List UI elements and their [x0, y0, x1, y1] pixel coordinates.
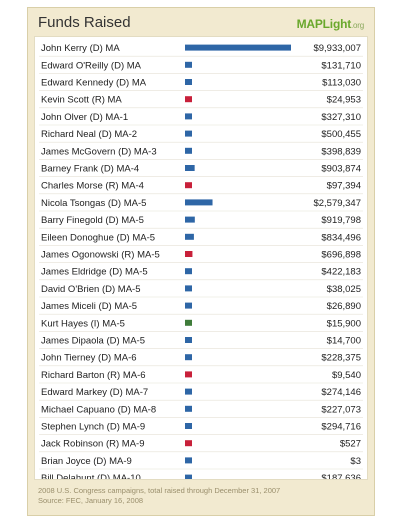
candidate-label: Stephen Lynch (D) MA-9	[41, 422, 145, 433]
funds-bar	[185, 147, 192, 154]
funds-bar	[185, 113, 192, 120]
amount-label: $696,898	[321, 250, 361, 261]
amount-label: $919,798	[321, 215, 361, 226]
amount-label: $97,394	[327, 181, 361, 192]
funds-bar	[185, 182, 192, 189]
candidate-label: John Tierney (D) MA-6	[41, 353, 137, 364]
amount-label: $24,953	[327, 95, 361, 106]
candidate-label: Brian Joyce (D) MA-9	[41, 456, 132, 467]
amount-label: $422,183	[321, 267, 361, 278]
funds-bar	[185, 285, 192, 292]
candidate-label: Edward Markey (D) MA-7	[41, 387, 148, 398]
funds-bar	[185, 302, 192, 309]
candidate-label: James McGovern (D) MA-3	[41, 146, 157, 157]
amount-label: $227,073	[321, 404, 361, 415]
candidate-label: Richard Barton (R) MA-6	[41, 370, 146, 381]
candidate-label: James Miceli (D) MA-5	[41, 301, 137, 312]
funds-bar	[185, 96, 192, 103]
funds-bar	[185, 319, 192, 326]
logo-text: MAPLight	[296, 17, 352, 31]
funds-bar	[185, 405, 192, 412]
funds-bar	[185, 44, 291, 51]
funds-bar	[185, 337, 192, 343]
funds-bar	[185, 268, 192, 275]
candidate-label: James Eldridge (D) MA-5	[41, 267, 148, 278]
candidate-label: James Dipaola (D) MA-5	[41, 336, 145, 347]
amount-label: $9,540	[332, 370, 361, 381]
candidate-label: Eileen Donoghue (D) MA-5	[41, 232, 155, 243]
funds-bar	[185, 388, 192, 395]
funds-bar	[185, 61, 192, 68]
amount-label: $15,900	[327, 318, 361, 329]
chart-area: John Kerry (D) MA $9,933,007 Edward O'Reil…	[34, 36, 368, 504]
candidate-label: Richard Neal (D) MA-2	[41, 129, 137, 140]
funds-bar	[185, 233, 194, 240]
candidate-label: Edward Kennedy (D) MA	[41, 78, 147, 89]
candidate-label: David O'Brien (D) MA-5	[41, 284, 140, 295]
amount-label: $903,874	[321, 164, 361, 175]
footer-note: 2008 U.S. Congress campaigns, total rais…	[38, 486, 281, 495]
amount-label: $26,890	[327, 301, 361, 312]
amount-label: $187,636	[321, 473, 361, 479]
candidate-label: Edward O'Reilly (D) MA	[41, 60, 142, 71]
funds-bar	[185, 216, 195, 223]
footer-source: Source: FEC, January 16, 2008	[38, 496, 144, 505]
candidate-label: Bill Delahunt (D) MA-10	[41, 473, 141, 479]
funds-bar	[185, 423, 192, 429]
panel-title: Funds Raised	[38, 14, 131, 31]
funds-bar	[185, 79, 192, 85]
funds-bar	[185, 130, 192, 137]
funds-bar	[185, 371, 192, 378]
candidate-label: Barry Finegold (D) MA-5	[41, 215, 144, 226]
funds-bar	[185, 251, 193, 257]
amount-label: $113,030	[322, 78, 361, 89]
candidate-label: James Ogonowski (R) MA-5	[41, 250, 160, 261]
funds-bar-chart: John Kerry (D) MA $9,933,007 Edward O'Reil…	[39, 43, 363, 504]
chart-footer: 2008 U.S. Congress campaigns, total rais…	[38, 486, 280, 506]
candidate-label: John Kerry (D) MA	[41, 43, 120, 54]
candidate-label: Michael Capuano (D) MA-8	[41, 404, 156, 415]
candidate-label: Charles Morse (R) MA-4	[41, 181, 144, 192]
candidate-label: Kevin Scott (R) MA	[41, 95, 122, 106]
funds-raised-panel: Funds Raised MAPLight.org John Kerry (D)…	[27, 7, 375, 516]
amount-label: $228,375	[321, 353, 361, 364]
candidate-label: Kurt Hayes (I) MA-5	[41, 318, 125, 329]
candidate-label: John Olver (D) MA-1	[41, 112, 128, 123]
amount-label: $398,839	[321, 146, 361, 157]
amount-label: $131,710	[321, 60, 361, 71]
amount-label: $274,146	[321, 387, 361, 398]
funds-bar	[185, 457, 192, 464]
amount-label: $14,700	[327, 336, 361, 347]
amount-label: $834,496	[321, 232, 361, 243]
funds-bar	[185, 165, 195, 171]
funds-bar	[185, 440, 192, 447]
candidate-label: Barney Frank (D) MA-4	[41, 164, 139, 175]
funds-bar	[185, 474, 192, 481]
amount-label: $294,716	[321, 422, 361, 433]
amount-label: $327,310	[321, 112, 361, 123]
amount-label: $2,579,347	[313, 198, 361, 209]
logo-suffix: .org	[351, 21, 364, 30]
funds-bar	[185, 354, 192, 361]
amount-label: $38,025	[327, 284, 361, 295]
amount-label: $9,933,007	[313, 43, 361, 54]
maplight-logo[interactable]: MAPLight.org	[296, 17, 365, 31]
funds-bar	[185, 199, 213, 206]
candidate-label: Nicola Tsongas (D) MA-5	[41, 198, 146, 209]
amount-label: $527	[340, 439, 361, 450]
amount-label: $3	[350, 456, 361, 467]
candidate-label: Jack Robinson (R) MA-9	[41, 439, 144, 450]
amount-label: $500,455	[321, 129, 361, 140]
